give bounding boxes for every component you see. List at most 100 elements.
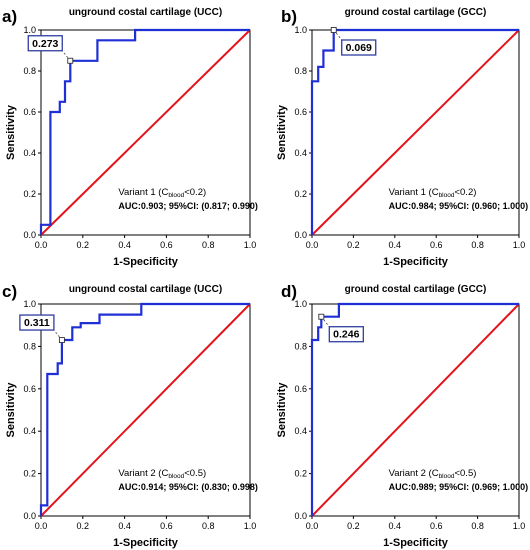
y-tick-label: 1.0	[23, 299, 36, 309]
y-tick-label: 0.8	[23, 66, 36, 76]
panel-label: a)	[2, 7, 17, 26]
y-tick-label: 0.0	[23, 230, 36, 240]
x-tick-label: 1.0	[513, 240, 526, 250]
variant-label-condition: <0.5)	[184, 468, 206, 479]
cutoff-label: 0.069	[346, 42, 372, 54]
y-tick-label: 0.2	[23, 189, 36, 199]
x-tick-label: 0.8	[202, 521, 215, 531]
x-tick-label: 0.6	[160, 521, 173, 531]
roc-panel-3: c) unground costal cartilage (UCC) 0.0 0.2 0…	[2, 282, 258, 549]
variant-label-main: Variant 2 (C	[118, 468, 168, 479]
roc-panel-1: a) unground costal cartilage (UCC) 0.0 0.2 0…	[2, 7, 258, 268]
y-tick-label: 0.4	[294, 426, 307, 436]
y-axis-label: Sensitivity	[276, 382, 288, 438]
y-tick-label: 0.4	[23, 148, 36, 158]
x-tick-label: 1.0	[513, 521, 526, 531]
variant-label: Variant 2 (Cblood<0.5)	[118, 468, 206, 480]
cutoff-label: 0.311	[24, 317, 50, 329]
variant-label: Variant 2 (Cblood<0.5)	[389, 468, 477, 480]
variant-label-main: Variant 2 (C	[389, 468, 439, 479]
cutoff-marker	[330, 27, 337, 33]
panel-label: d)	[281, 282, 297, 301]
panel-label: b)	[281, 7, 297, 26]
roc-panel-2: b) ground costal cartilage (GCC) 0.0 0.2 0.4…	[276, 7, 528, 268]
reference-line	[311, 303, 520, 517]
y-tick-label: 0.8	[23, 341, 36, 351]
auc-text: AUC:0.989; 95%CI: (0.969; 1.000)	[389, 482, 529, 492]
y-tick-label: 1.0	[294, 299, 307, 309]
variant-label-condition: <0.2)	[454, 187, 476, 198]
x-axis-label: 1-Specificity	[383, 537, 449, 549]
x-tick-label: 0.4	[118, 240, 131, 250]
x-tick-label: 0.2	[77, 240, 90, 250]
variant-label-condition: <0.5)	[454, 468, 476, 479]
variant-label: Variant 1 (Cblood<0.2)	[389, 187, 477, 199]
y-axis-label: Sensitivity	[5, 104, 17, 160]
x-tick-label: 0.0	[306, 521, 319, 531]
chart-title: ground costal cartilage (GCC)	[345, 7, 487, 18]
variant-label-subscript: blood	[168, 192, 184, 199]
y-tick-label: 0.2	[23, 469, 36, 479]
y-tick-label: 0.0	[294, 511, 307, 521]
y-tick-label: 0.0	[23, 511, 36, 521]
y-tick-label: 0.0	[294, 230, 307, 240]
x-tick-label: 1.0	[244, 240, 257, 250]
x-tick-label: 0.4	[118, 521, 131, 531]
roc-panel-4: d) ground costal cartilage (GCC) 0.0 0.2 0.4…	[276, 282, 528, 549]
chart-title: unground costal cartilage (UCC)	[69, 284, 222, 295]
x-tick-label: 0.8	[471, 521, 484, 531]
y-tick-label: 0.6	[294, 107, 307, 117]
y-tick-label: 1.0	[294, 25, 307, 35]
cutoff-label: 0.246	[333, 329, 359, 341]
variant-label-subscript: blood	[439, 192, 455, 199]
cutoff-marker	[318, 313, 325, 320]
y-tick-label: 1.0	[23, 25, 36, 35]
reference-line	[40, 29, 251, 236]
y-tick-label: 0.2	[294, 189, 307, 199]
variant-label: Variant 1 (Cblood<0.2)	[118, 187, 206, 199]
x-tick-label: 0.8	[471, 240, 484, 250]
x-tick-label: 0.0	[306, 240, 319, 250]
variant-label-subscript: blood	[168, 473, 184, 480]
roc-curve	[310, 28, 519, 235]
cutoff-marker	[58, 337, 65, 343]
x-axis-label: 1-Specificity	[113, 537, 179, 549]
x-tick-label: 0.6	[160, 240, 173, 250]
x-tick-label: 0.0	[35, 521, 48, 531]
y-axis-label: Sensitivity	[5, 382, 17, 438]
x-tick-label: 0.4	[389, 521, 402, 531]
roc-curve	[310, 302, 519, 516]
chart-title: unground costal cartilage (UCC)	[69, 7, 222, 18]
x-tick-label: 0.6	[430, 521, 443, 531]
variant-label-main: Variant 1 (C	[389, 187, 439, 198]
roc-curve	[39, 302, 250, 516]
x-axis-label: 1-Specificity	[113, 256, 179, 268]
cutoff-label-box	[19, 314, 55, 331]
cutoff-label: 0.273	[32, 38, 58, 50]
x-tick-label: 1.0	[244, 521, 257, 531]
reference-line	[40, 303, 251, 517]
reference-line	[311, 29, 520, 236]
cutoff-label-box	[341, 39, 377, 56]
y-axis-label: Sensitivity	[276, 104, 288, 160]
x-tick-label: 0.2	[347, 521, 360, 531]
cutoff-label-box	[27, 35, 63, 52]
y-tick-label: 0.8	[294, 341, 307, 351]
x-axis-label: 1-Specificity	[383, 256, 449, 268]
x-tick-label: 0.2	[77, 521, 90, 531]
y-tick-label: 0.4	[294, 148, 307, 158]
y-tick-label: 0.6	[294, 384, 307, 394]
y-tick-label: 0.4	[23, 426, 36, 436]
x-tick-label: 0.8	[202, 240, 215, 250]
auc-text: AUC:0.903; 95%CI: (0.817; 0.990)	[118, 201, 258, 211]
x-tick-label: 0.4	[389, 240, 402, 250]
y-tick-label: 0.6	[23, 384, 36, 394]
auc-text: AUC:0.984; 95%CI: (0.960; 1.000)	[389, 201, 529, 211]
variant-label-main: Variant 1 (C	[118, 187, 168, 198]
y-tick-label: 0.2	[294, 469, 307, 479]
x-tick-label: 0.6	[430, 240, 443, 250]
variant-label-subscript: blood	[439, 473, 455, 480]
panel-label: c)	[2, 282, 17, 301]
roc-curve	[39, 28, 250, 235]
chart-title: ground costal cartilage (GCC)	[345, 284, 487, 295]
